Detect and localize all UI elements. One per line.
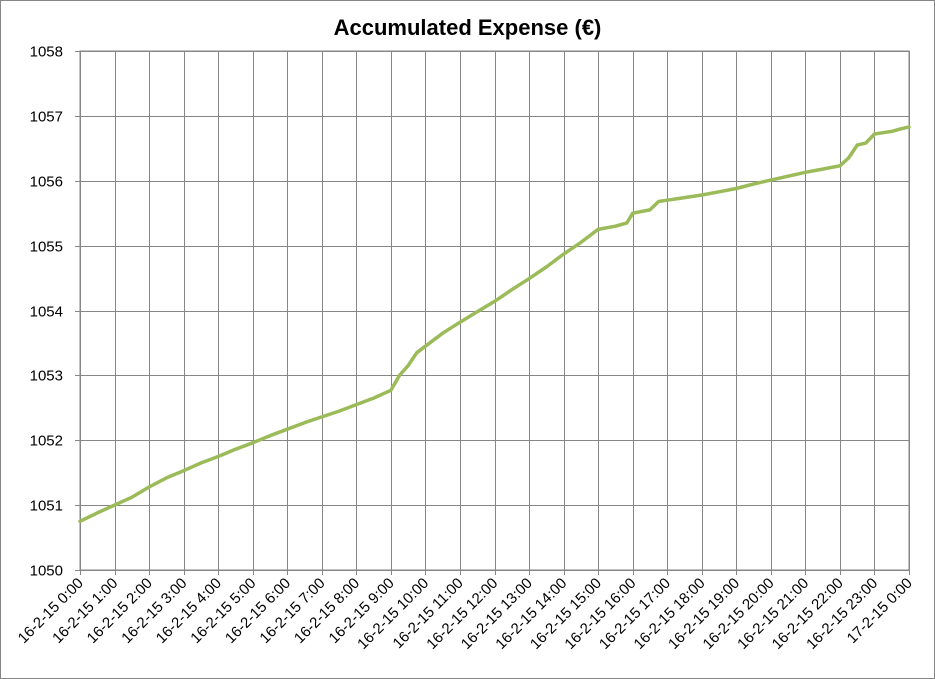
y-tick-label: 1052 — [30, 433, 63, 450]
y-tick-label: 1050 — [30, 563, 63, 580]
y-tick-label: 1057 — [30, 109, 63, 126]
plot-area — [79, 50, 910, 571]
y-tick-label: 1058 — [30, 44, 63, 61]
y-tick-label: 1053 — [30, 368, 63, 385]
y-tick-label: 1056 — [30, 174, 63, 191]
y-tick-label: 1055 — [30, 239, 63, 256]
y-tick-label: 1051 — [30, 498, 63, 515]
y-tick-label: 1054 — [30, 304, 63, 321]
chart-title: Accumulated Expense (€) — [333, 15, 602, 40]
series-line — [78, 125, 911, 524]
